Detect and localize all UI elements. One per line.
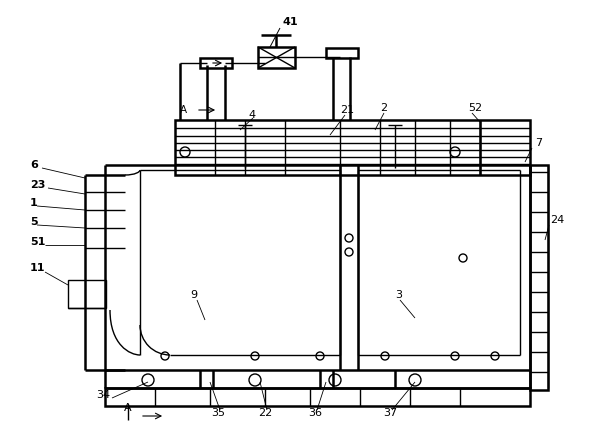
Bar xyxy=(175,120,530,175)
Text: 35: 35 xyxy=(211,408,225,418)
Text: 3: 3 xyxy=(395,290,402,300)
Text: 23: 23 xyxy=(30,180,45,190)
Text: 11: 11 xyxy=(30,263,46,273)
Bar xyxy=(326,48,358,58)
Bar xyxy=(68,280,106,308)
Text: A: A xyxy=(124,403,132,413)
Text: 51: 51 xyxy=(30,237,45,247)
Text: 2: 2 xyxy=(380,103,387,113)
Bar xyxy=(200,58,232,68)
Bar xyxy=(530,165,548,390)
Text: 22: 22 xyxy=(258,408,272,418)
Text: A: A xyxy=(180,105,187,115)
Text: 5: 5 xyxy=(30,217,37,227)
Bar xyxy=(105,388,530,406)
Text: 41: 41 xyxy=(282,17,298,27)
Text: 37: 37 xyxy=(383,408,397,418)
Text: 24: 24 xyxy=(550,215,564,225)
Text: 1: 1 xyxy=(30,198,38,208)
Bar xyxy=(258,47,295,68)
Text: 36: 36 xyxy=(308,408,322,418)
Text: 7: 7 xyxy=(535,138,542,148)
Text: 52: 52 xyxy=(468,103,482,113)
Text: 6: 6 xyxy=(30,160,38,170)
Text: 4: 4 xyxy=(248,110,255,120)
Text: 34: 34 xyxy=(96,390,110,400)
Text: 9: 9 xyxy=(190,290,197,300)
Text: 21: 21 xyxy=(340,105,354,115)
